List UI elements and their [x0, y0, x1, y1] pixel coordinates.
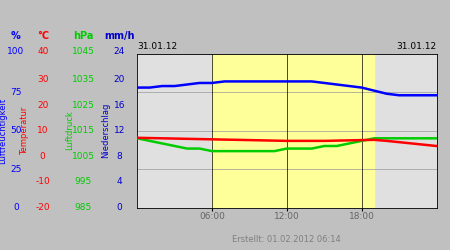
Text: %: %	[11, 31, 21, 41]
Text: 0: 0	[13, 203, 18, 212]
Text: 24: 24	[113, 47, 125, 56]
Text: 0: 0	[117, 203, 122, 212]
Text: 40: 40	[37, 47, 49, 56]
Text: -20: -20	[36, 203, 50, 212]
Text: 30: 30	[37, 75, 49, 84]
Text: 31.01.12: 31.01.12	[137, 42, 177, 51]
Text: 100: 100	[7, 47, 24, 56]
Text: 4: 4	[117, 178, 122, 186]
Text: hPa: hPa	[73, 31, 94, 41]
Text: -10: -10	[36, 178, 50, 186]
Text: 1005: 1005	[72, 152, 95, 161]
Text: mm/h: mm/h	[104, 31, 135, 41]
Text: Erstellt: 01.02.2012 06:14: Erstellt: 01.02.2012 06:14	[233, 236, 341, 244]
Text: Luftdruck: Luftdruck	[65, 111, 74, 150]
Text: Niederschlag: Niederschlag	[101, 103, 110, 158]
Text: 1045: 1045	[72, 47, 94, 56]
Text: Luftfeuchtigkeit: Luftfeuchtigkeit	[0, 98, 7, 164]
Text: Temperatur: Temperatur	[20, 106, 29, 155]
Text: 1035: 1035	[72, 75, 95, 84]
Text: 8: 8	[117, 152, 122, 161]
Text: 20: 20	[37, 100, 49, 110]
Text: 20: 20	[113, 75, 125, 84]
Text: 50: 50	[10, 126, 22, 135]
Text: 25: 25	[10, 164, 22, 173]
Text: 1025: 1025	[72, 100, 94, 110]
Bar	[212, 54, 374, 208]
Text: 995: 995	[75, 178, 92, 186]
Text: 10: 10	[37, 126, 49, 135]
Text: °C: °C	[37, 31, 49, 41]
Text: 985: 985	[75, 203, 92, 212]
Text: 31.01.12: 31.01.12	[396, 42, 436, 51]
Text: 75: 75	[10, 88, 22, 97]
Text: 0: 0	[40, 152, 45, 161]
Text: 12: 12	[113, 126, 125, 135]
Text: 1015: 1015	[72, 126, 95, 135]
Text: 16: 16	[113, 100, 125, 110]
